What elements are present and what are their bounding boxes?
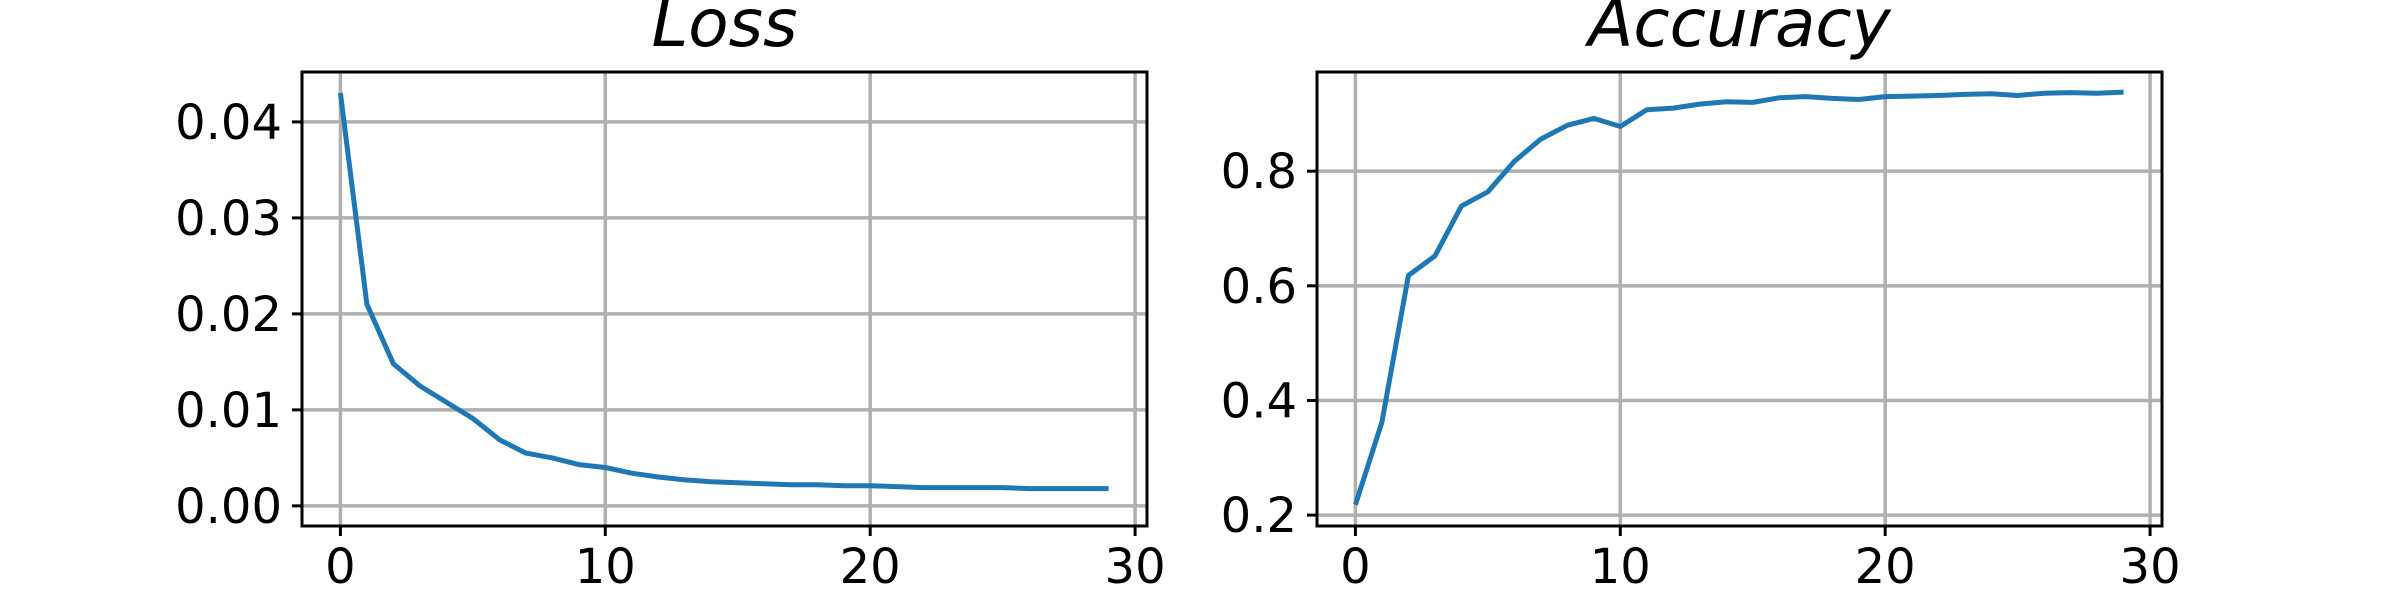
loss-x-tick-label: 20 bbox=[840, 539, 901, 595]
accuracy-x-tick-label: 20 bbox=[1855, 539, 1916, 595]
loss-y-tick-label: 0.04 bbox=[175, 95, 282, 151]
accuracy-y-tick-label: 0.2 bbox=[1221, 488, 1297, 544]
loss-y-tick-label: 0.02 bbox=[175, 287, 282, 343]
accuracy-y-tick-label: 0.4 bbox=[1221, 373, 1297, 429]
loss-x-tick-label: 10 bbox=[575, 539, 636, 595]
accuracy-chart: 0 10 20 30 0.2 0.4 0.6 0.8 Accuracy bbox=[1221, 0, 2181, 595]
accuracy-axes-frame bbox=[1315, 70, 2164, 528]
loss-axes-frame bbox=[300, 70, 1149, 528]
loss-y-tick-label: 0.00 bbox=[175, 479, 282, 535]
accuracy-x-tick-label: 10 bbox=[1590, 539, 1651, 595]
accuracy-series-line bbox=[1353, 89, 2124, 506]
accuracy-y-tick-label: 0.8 bbox=[1221, 144, 1297, 200]
loss-y-tick-label: 0.01 bbox=[175, 383, 282, 439]
loss-x-tick-label: 0 bbox=[325, 539, 356, 595]
loss-chart-title: Loss bbox=[652, 0, 798, 62]
loss-y-tick-label: 0.03 bbox=[175, 191, 282, 247]
accuracy-x-tick-label: 0 bbox=[1340, 539, 1371, 595]
accuracy-x-tick-label: 30 bbox=[2120, 539, 2181, 595]
accuracy-chart-title: Accuracy bbox=[1584, 0, 1891, 62]
accuracy-y-tick-label: 0.6 bbox=[1221, 259, 1297, 315]
loss-chart: 0 10 20 30 0.00 0.01 0.02 0.03 0.04 Loss bbox=[175, 0, 1165, 595]
loss-series-line bbox=[337, 92, 1109, 492]
loss-x-tick-label: 30 bbox=[1105, 539, 1166, 595]
